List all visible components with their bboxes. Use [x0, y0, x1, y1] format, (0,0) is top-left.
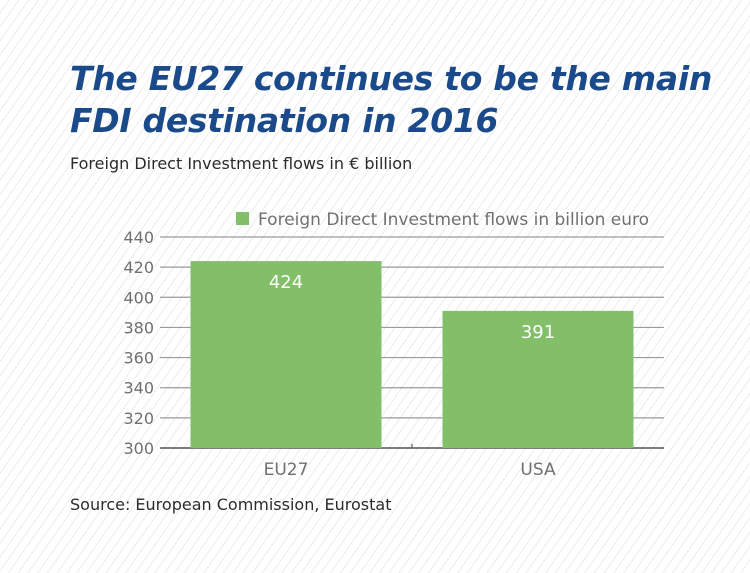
- legend-swatch: [236, 212, 249, 225]
- title-line-2: FDI destination in 2016: [70, 101, 499, 140]
- y-tick-label-360: 360: [123, 349, 154, 368]
- source-note: Source: European Commission, Eurostat: [70, 495, 392, 514]
- x-tick-label-eu27: EU27: [264, 460, 309, 480]
- data-label-usa: 391: [521, 322, 555, 343]
- y-tick-label-380: 380: [123, 318, 154, 337]
- bar-usa: [442, 310, 634, 448]
- y-tick-label-420: 420: [123, 258, 154, 277]
- page-title: The EU27 continues to be the main FDI de…: [70, 58, 713, 142]
- title-line-1: The EU27 continues to be the main: [70, 59, 713, 98]
- y-tick-label-300: 300: [123, 439, 154, 458]
- y-tick-label-440: 440: [123, 228, 154, 247]
- data-label-eu27: 424: [269, 272, 303, 293]
- bar-eu27: [190, 261, 382, 448]
- chart-subtitle: Foreign Direct Investment flows in € bil…: [70, 154, 413, 173]
- y-tick-label-400: 400: [123, 288, 154, 307]
- y-tick-label-340: 340: [123, 379, 154, 398]
- legend-label: Foreign Direct Investment flows in billi…: [258, 210, 649, 230]
- y-tick-label-320: 320: [123, 409, 154, 428]
- x-tick-label-usa: USA: [520, 460, 556, 480]
